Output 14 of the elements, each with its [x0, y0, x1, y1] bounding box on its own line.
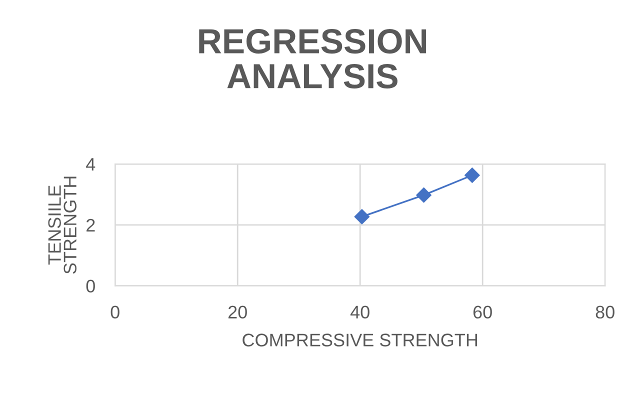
y-tick-label: 4 — [86, 158, 96, 171]
chart-title: REGRESSION ANALYSIS — [199, 29, 426, 89]
x-tick-label: 80 — [596, 306, 614, 319]
point — [416, 187, 432, 203]
x-axis-title: COMPRESSIVE STRENGTH — [242, 334, 478, 346]
y-tick-label: 2 — [86, 218, 95, 232]
y-axis-title: TENSIILE STRENGTH — [48, 176, 76, 274]
x-tick-label: 60 — [473, 306, 492, 319]
point — [354, 208, 370, 225]
point — [464, 167, 480, 184]
x-tick-label: 40 — [350, 306, 370, 319]
y-tick-label: 0 — [86, 280, 95, 293]
x-tick-label: 20 — [228, 306, 247, 319]
x-tick-label: 0 — [110, 306, 120, 319]
